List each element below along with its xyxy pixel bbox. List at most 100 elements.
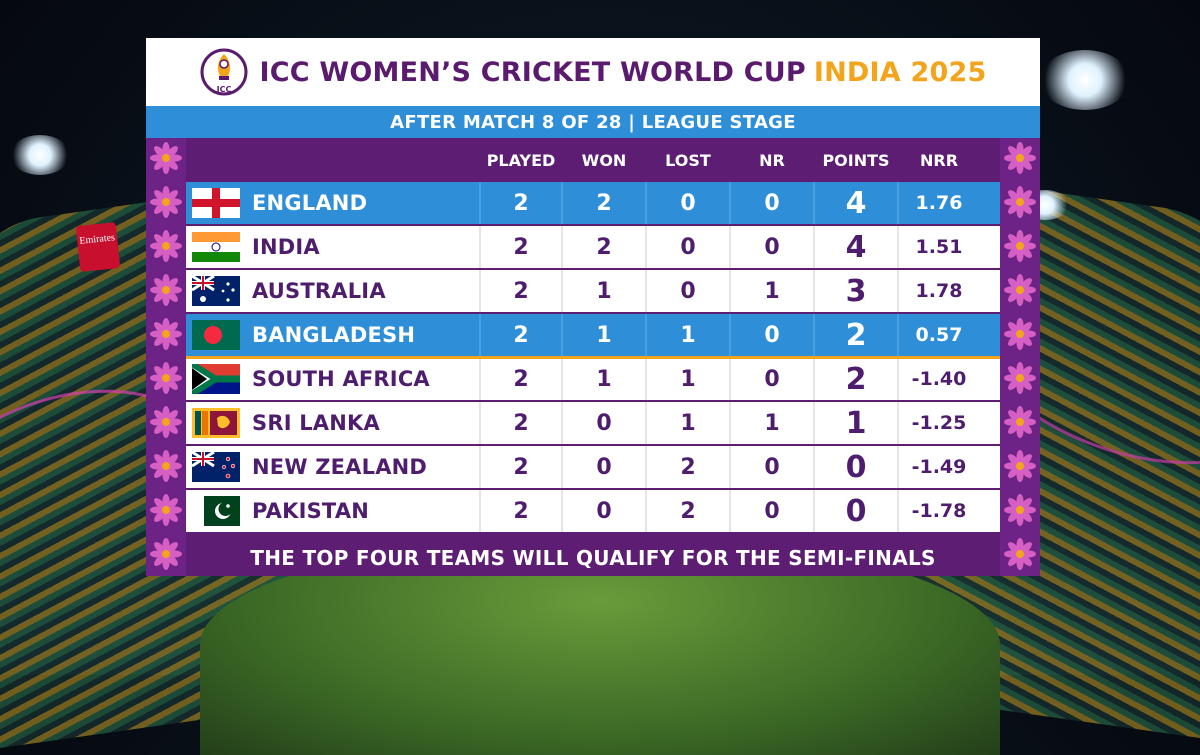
cell-divider: [561, 182, 563, 224]
stat-points: 4: [845, 185, 867, 221]
cell-divider: [479, 446, 481, 488]
icc-world-cup-logo: ICC: [200, 46, 248, 98]
cell-divider: [561, 358, 563, 400]
stat-nrr: 1.51: [915, 236, 963, 258]
flower-motif-icon: [1004, 186, 1036, 218]
team-cell: SOUTH AFRICA: [186, 358, 480, 400]
team-cell: AUSTRALIA: [186, 270, 480, 312]
team-name: ENGLAND: [252, 191, 368, 215]
team-cell: INDIA: [186, 226, 480, 268]
table-row: SRI LANKA 2 0 1 1 1 -1.25: [186, 402, 1000, 444]
column-header-nrr: NRR: [919, 150, 959, 170]
motif-column-left: [146, 138, 186, 576]
stat-won: 1: [596, 322, 612, 348]
stat-nr: 0: [764, 322, 780, 348]
stat-won: 0: [596, 498, 612, 524]
cell-divider: [645, 490, 647, 532]
column-header-nr: NR: [759, 150, 785, 170]
column-header-played: PLAYED: [486, 150, 556, 170]
cell-divider: [813, 446, 815, 488]
cell-divider: [645, 446, 647, 488]
cell-divider: [645, 182, 647, 224]
cell-divider: [897, 270, 899, 312]
stat-nr: 0: [764, 234, 780, 260]
stat-nrr: -1.40: [911, 368, 967, 390]
table-row: SOUTH AFRICA 2 1 1 0 2 -1.40: [186, 358, 1000, 400]
stat-won: 0: [596, 410, 612, 436]
stat-points: 1: [845, 405, 867, 441]
cell-divider: [897, 446, 899, 488]
cell-divider: [479, 490, 481, 532]
flower-motif-icon: [1004, 538, 1036, 570]
flower-motif-icon: [150, 318, 182, 350]
bangladesh-flag-icon: [192, 320, 240, 350]
stat-played: 2: [513, 278, 529, 304]
cell-divider: [813, 402, 815, 444]
flower-motif-icon: [150, 538, 182, 570]
floodlight: [10, 135, 70, 175]
emirates-banner: Emirates: [75, 222, 121, 272]
team-cell: NEW ZEALAND: [186, 446, 480, 488]
cell-divider: [897, 314, 899, 356]
new-zealand-flag-icon: [192, 452, 240, 482]
cell-divider: [479, 314, 481, 356]
team-name: SOUTH AFRICA: [252, 367, 430, 391]
stat-played: 2: [513, 498, 529, 524]
cell-divider: [479, 226, 481, 268]
flower-motif-icon: [1004, 494, 1036, 526]
table-row: PAKISTAN 2 0 2 0 0 -1.78: [186, 490, 1000, 532]
cell-divider: [897, 490, 899, 532]
qualification-cutoff-line: [186, 356, 1000, 359]
cell-divider: [813, 226, 815, 268]
column-header-won: WON: [581, 150, 627, 170]
flower-motif-icon: [150, 406, 182, 438]
stat-played: 2: [513, 234, 529, 260]
icc-logo-text: ICC: [216, 85, 231, 94]
column-header-lost: LOST: [665, 150, 711, 170]
board-header: ICC ICC WOMEN’S CRICKET WORLD CUP INDIA …: [146, 38, 1040, 106]
cell-divider: [479, 402, 481, 444]
team-name: PAKISTAN: [252, 499, 370, 523]
table-row: BANGLADESH 2 1 1 0 2 0.57: [186, 314, 1000, 356]
stat-nrr: -1.78: [911, 500, 967, 522]
table-row: INDIA 2 2 0 0 4 1.51: [186, 226, 1000, 268]
cell-divider: [729, 446, 731, 488]
cell-divider: [813, 270, 815, 312]
points-table-board: ICC ICC WOMEN’S CRICKET WORLD CUP INDIA …: [146, 38, 1040, 576]
flower-motif-icon: [1004, 318, 1036, 350]
team-name: NEW ZEALAND: [252, 455, 428, 479]
table-body: PLAYED WON LOST NR POINTS NRR ENGLAND 2 2 0 0 4 1.7…: [146, 138, 1040, 576]
team-name: SRI LANKA: [252, 411, 380, 435]
cell-divider: [897, 358, 899, 400]
flower-motif-icon: [1004, 406, 1036, 438]
team-cell: SRI LANKA: [186, 402, 480, 444]
team-name: AUSTRALIA: [252, 279, 386, 303]
stat-lost: 0: [680, 190, 696, 216]
stat-nr: 1: [764, 410, 780, 436]
stat-lost: 1: [680, 410, 696, 436]
team-name: BANGLADESH: [252, 323, 416, 347]
stat-lost: 2: [680, 454, 696, 480]
stat-nrr: -1.25: [911, 412, 967, 434]
cell-divider: [561, 402, 563, 444]
flower-motif-icon: [150, 142, 182, 174]
cell-divider: [645, 270, 647, 312]
stat-played: 2: [513, 410, 529, 436]
flower-motif-icon: [1004, 142, 1036, 174]
stat-points: 4: [845, 229, 867, 265]
cell-divider: [729, 226, 731, 268]
flower-motif-icon: [1004, 230, 1036, 262]
stat-won: 1: [596, 278, 612, 304]
cell-divider: [729, 314, 731, 356]
column-header-row: PLAYED WON LOST NR POINTS NRR: [186, 138, 1000, 182]
south-africa-flag-icon: [192, 364, 240, 394]
stat-played: 2: [513, 190, 529, 216]
flower-motif-icon: [1004, 274, 1036, 306]
cell-divider: [729, 182, 731, 224]
cell-divider: [897, 402, 899, 444]
cell-divider: [479, 182, 481, 224]
stat-nr: 0: [764, 190, 780, 216]
cell-divider: [645, 226, 647, 268]
floodlight: [1040, 50, 1130, 110]
stat-played: 2: [513, 454, 529, 480]
